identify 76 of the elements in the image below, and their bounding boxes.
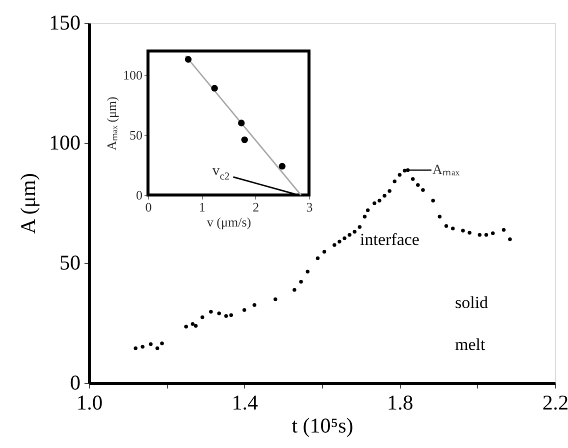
y-tick-label: 100 <box>49 130 80 154</box>
point <box>411 177 415 181</box>
point <box>484 233 488 237</box>
point <box>184 324 188 328</box>
point <box>402 168 407 172</box>
annotation: interface <box>360 230 420 249</box>
point <box>490 231 495 236</box>
point <box>316 256 320 260</box>
y-tick-label: 50 <box>130 128 142 142</box>
point <box>392 180 396 184</box>
x-tick-label: 2.2 <box>542 390 568 414</box>
point <box>229 313 233 317</box>
point <box>252 303 256 307</box>
point <box>388 189 392 193</box>
point <box>342 236 346 240</box>
point <box>140 344 144 349</box>
point <box>468 230 472 235</box>
x-axis-title: t (10⁵s) <box>292 414 354 438</box>
point <box>322 250 326 254</box>
x-tick-label: 0 <box>145 200 152 214</box>
point <box>160 342 164 346</box>
point <box>134 346 138 350</box>
x-tick-label: 2 <box>252 200 260 214</box>
annotation: melt <box>455 335 486 354</box>
point <box>332 243 336 247</box>
point <box>362 214 367 219</box>
point <box>352 230 356 234</box>
point <box>242 308 246 312</box>
point <box>398 173 402 177</box>
y-axis-title: Aₘₐₓ (μm) <box>104 96 119 150</box>
point <box>508 237 512 242</box>
point <box>306 270 310 274</box>
point <box>502 228 506 232</box>
point <box>431 198 435 202</box>
point <box>278 162 286 170</box>
point <box>366 208 370 212</box>
annotation: Aₘₐₓ <box>432 163 460 178</box>
x-tick-label: 1.4 <box>232 390 258 414</box>
y-tick-label: 0 <box>136 188 142 202</box>
point <box>274 297 278 302</box>
point <box>478 233 482 237</box>
point <box>217 312 221 316</box>
point <box>450 226 455 230</box>
point <box>211 84 218 92</box>
point <box>224 314 228 318</box>
y-tick-label: 50 <box>60 250 80 274</box>
y-axis-title: A (μm) <box>16 173 40 234</box>
point <box>241 136 248 144</box>
point <box>200 315 204 320</box>
x-tick-label: 1.8 <box>387 390 414 414</box>
point <box>372 201 376 206</box>
point <box>184 56 192 63</box>
point <box>194 324 198 328</box>
point <box>378 198 382 202</box>
point <box>421 188 425 192</box>
x-tick-label: 1 <box>198 200 206 214</box>
point <box>416 183 420 187</box>
point <box>190 322 195 326</box>
point <box>382 194 386 198</box>
point <box>358 225 362 229</box>
point <box>238 120 245 126</box>
point <box>148 342 153 346</box>
point <box>338 240 342 244</box>
point <box>348 233 352 237</box>
x-tick-label: 3 <box>306 200 313 214</box>
point <box>299 280 303 284</box>
annotation: solid <box>455 293 489 312</box>
y-tick-label: 100 <box>123 68 142 82</box>
point <box>209 310 213 314</box>
point <box>292 288 296 292</box>
point <box>444 224 448 228</box>
point <box>461 228 465 232</box>
point <box>155 346 160 350</box>
y-tick-label: 150 <box>49 10 80 34</box>
point <box>438 214 442 219</box>
x-axis-title: v (μm/s) <box>206 214 252 230</box>
